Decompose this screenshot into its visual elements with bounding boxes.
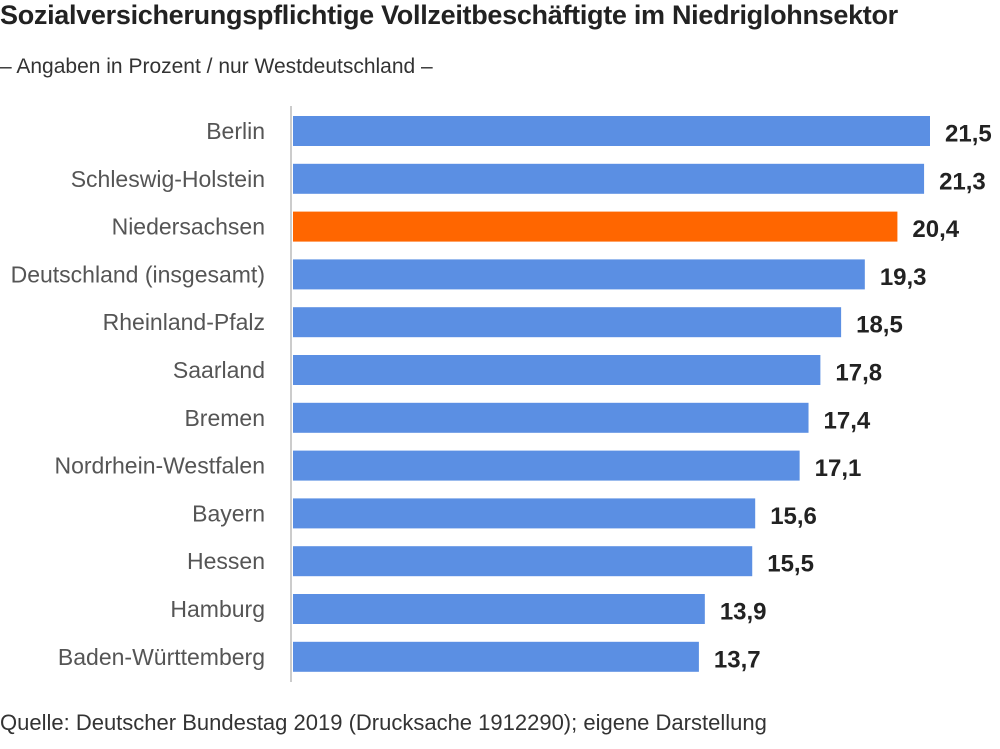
bar bbox=[293, 116, 930, 146]
category-label: Rheinland-Pfalz bbox=[103, 309, 265, 335]
category-label: Deutschland (insgesamt) bbox=[11, 261, 265, 287]
value-label: 13,7 bbox=[714, 646, 761, 673]
value-label: 21,3 bbox=[939, 168, 986, 195]
category-label: Baden-Württemberg bbox=[58, 644, 265, 670]
bar bbox=[293, 450, 800, 481]
bar bbox=[293, 641, 699, 672]
bar bbox=[293, 307, 842, 338]
bar bbox=[293, 211, 898, 242]
value-label: 18,5 bbox=[856, 312, 903, 339]
bar bbox=[293, 546, 753, 577]
value-label: 15,5 bbox=[767, 551, 814, 578]
source-note: Quelle: Deutscher Bundestag 2019 (Drucks… bbox=[0, 710, 767, 735]
bars-group: Berlin 21,5 Schleswig-Holstein 21,3 Niedersa… bbox=[11, 116, 992, 673]
category-label: Schleswig-Holstein bbox=[71, 166, 265, 192]
category-label: Hamburg bbox=[170, 596, 265, 622]
chart-title: Sozialversicherungspflichtige Vollzeitbe… bbox=[0, 0, 898, 30]
value-label: 19,3 bbox=[880, 264, 927, 291]
value-label: 20,4 bbox=[912, 216, 959, 243]
bar bbox=[293, 498, 756, 529]
category-label: Bayern bbox=[192, 500, 265, 526]
bar bbox=[293, 355, 821, 385]
category-label: Hessen bbox=[187, 548, 265, 574]
chart-subtitle: – Angaben in Prozent / nur Westdeutschla… bbox=[0, 55, 433, 78]
bar bbox=[293, 259, 865, 290]
value-label: 17,8 bbox=[835, 360, 882, 387]
bar bbox=[293, 594, 705, 624]
bar bbox=[293, 402, 809, 433]
value-label: 15,6 bbox=[770, 503, 817, 530]
value-label: 13,9 bbox=[720, 599, 767, 626]
value-label: 17,4 bbox=[824, 407, 871, 434]
category-label: Bremen bbox=[184, 405, 265, 431]
bar bbox=[293, 163, 925, 194]
category-label: Niedersachsen bbox=[112, 214, 265, 240]
category-label: Nordrhein-Westfalen bbox=[54, 453, 265, 479]
category-label: Saarland bbox=[173, 357, 265, 383]
value-label: 21,5 bbox=[945, 121, 992, 148]
value-label: 17,1 bbox=[815, 455, 862, 482]
category-label: Berlin bbox=[206, 118, 265, 144]
